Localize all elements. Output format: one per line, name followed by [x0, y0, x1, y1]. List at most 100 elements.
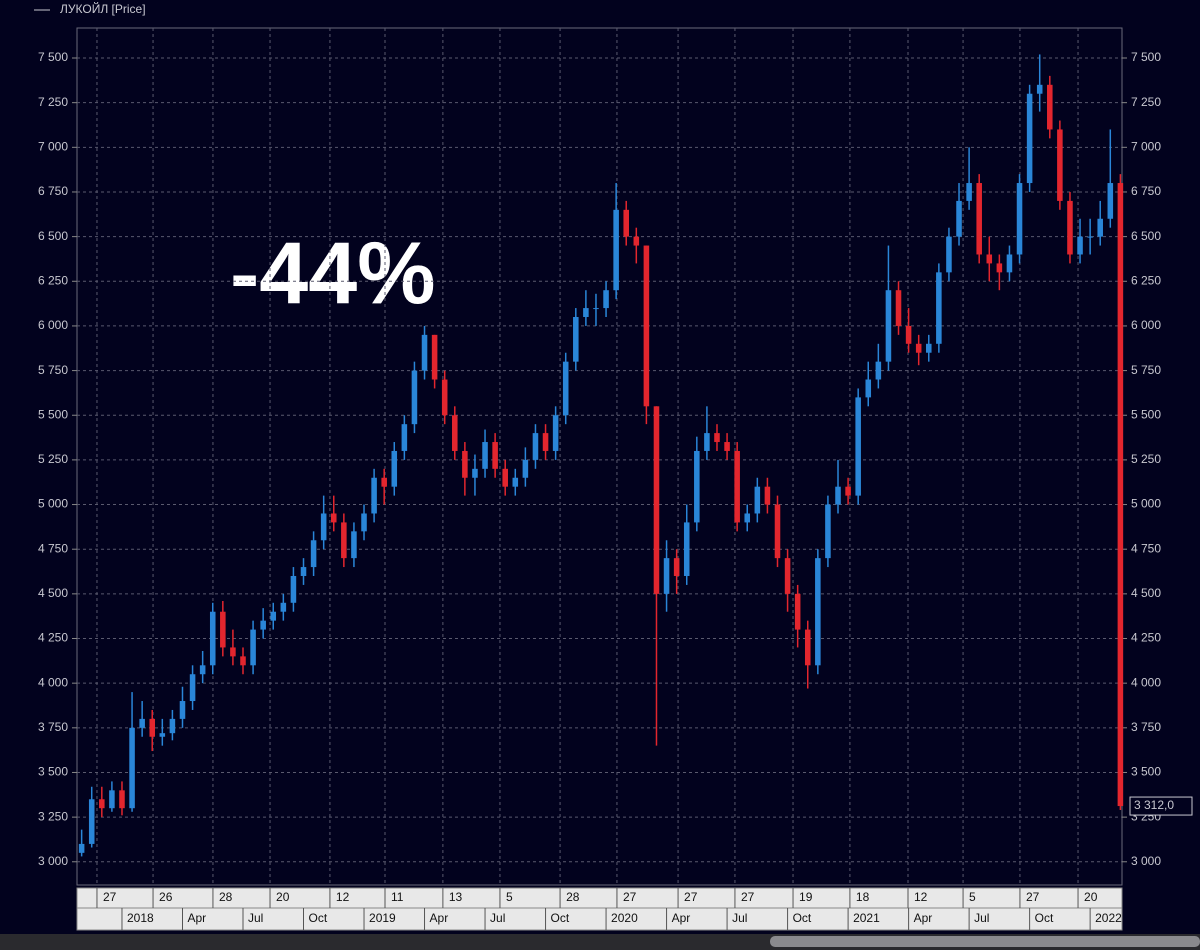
- candle-body: [431, 334, 438, 380]
- candle-body: [220, 611, 226, 648]
- candle-body: [532, 433, 539, 460]
- candle-body: [492, 442, 498, 469]
- candle-body: [351, 531, 357, 559]
- candle-body: [1006, 254, 1013, 273]
- candle-body: [683, 522, 690, 576]
- x-tick-label: 13: [449, 890, 463, 904]
- y-tick-label: 3 500: [1131, 765, 1161, 779]
- candle-body: [421, 334, 428, 371]
- y-tick-label: 6 250: [1131, 273, 1161, 287]
- candle-body: [1036, 84, 1043, 94]
- x-tick-label: 18: [856, 890, 870, 904]
- candle-body: [804, 629, 811, 666]
- candle-body: [1117, 183, 1124, 807]
- x-period-label: 2018: [127, 911, 154, 925]
- candle-body: [875, 361, 882, 380]
- candle-body: [542, 433, 549, 451]
- candle-body: [441, 379, 448, 416]
- x-tick-label: 27: [623, 890, 637, 904]
- candle-body: [623, 209, 629, 237]
- x-tick-label: 5: [969, 890, 976, 904]
- candle-body: [976, 183, 982, 255]
- y-tick-label: 7 000: [1131, 139, 1161, 153]
- scrollbar-thumb[interactable]: [770, 936, 1200, 947]
- candle-body: [270, 611, 277, 621]
- x-period-label: Jul: [974, 911, 989, 925]
- x-tick-label: 12: [336, 890, 350, 904]
- candle-body: [754, 486, 761, 514]
- y-tick-label: 5 500: [1131, 407, 1161, 421]
- candle-body: [562, 361, 569, 416]
- last-price-label: 3 312,0: [1134, 798, 1174, 812]
- y-tick-label: 7 250: [38, 95, 68, 109]
- candle-body: [512, 477, 519, 487]
- candle-body: [139, 718, 145, 728]
- candle-body: [915, 343, 922, 353]
- candle-body: [361, 513, 367, 532]
- candle-body: [199, 665, 206, 675]
- x-period-label: 2020: [611, 911, 638, 925]
- candle-body: [411, 370, 418, 425]
- candle-body: [250, 629, 256, 666]
- candle-body: [502, 468, 508, 487]
- y-tick-label: 4 000: [38, 675, 68, 689]
- x-tick-label: 27: [1026, 890, 1040, 904]
- candle-body: [522, 459, 529, 478]
- candle-body: [946, 236, 952, 273]
- y-tick-label: 4 500: [1131, 586, 1161, 600]
- candle-body: [663, 558, 670, 594]
- x-tick-label: 27: [103, 890, 117, 904]
- x-tick-label: 12: [914, 890, 928, 904]
- candle-body: [179, 701, 186, 719]
- candle-body: [119, 790, 125, 809]
- y-tick-label: 4 750: [38, 541, 68, 555]
- candle-body: [290, 575, 297, 603]
- y-tick-label: 3 750: [1131, 720, 1161, 734]
- y-tick-label: 7 000: [38, 139, 68, 153]
- x-period-label: Apr: [672, 911, 691, 925]
- candle-body: [1016, 183, 1023, 255]
- candle-body: [653, 406, 660, 594]
- candle-body: [996, 263, 1003, 273]
- y-tick-label: 3 250: [38, 809, 68, 823]
- candle-body: [734, 450, 740, 523]
- x-period-label: 2019: [369, 911, 396, 925]
- candle-body: [401, 424, 408, 451]
- candle-body: [462, 450, 468, 478]
- y-tick-label: 5 500: [38, 407, 68, 421]
- candle-body: [784, 558, 791, 594]
- candle-body: [905, 325, 912, 344]
- y-tick-label: 5 750: [1131, 363, 1161, 377]
- candle-body: [1087, 236, 1093, 238]
- y-tick-label: 4 250: [38, 631, 68, 645]
- y-tick-label: 7 500: [1131, 50, 1161, 64]
- candle-body: [774, 504, 781, 559]
- candle-body: [895, 290, 902, 326]
- y-tick-label: 3 750: [38, 720, 68, 734]
- x-tick-label: 19: [799, 890, 813, 904]
- x-period-label: Jul: [732, 911, 747, 925]
- candle-body: [724, 442, 730, 451]
- candle-body: [371, 477, 377, 514]
- y-tick-label: 4 750: [1131, 541, 1161, 555]
- candle-body: [794, 593, 801, 630]
- x-period-label: Apr: [187, 911, 206, 925]
- candle-body: [391, 450, 398, 487]
- candle-body: [240, 656, 246, 666]
- x-axis-panel: [76, 887, 1123, 931]
- y-tick-label: 6 750: [38, 184, 68, 198]
- x-period-label: 2021: [853, 911, 880, 925]
- y-tick-label: 7 250: [1131, 95, 1161, 109]
- candle-body: [149, 718, 156, 737]
- candle-body: [643, 245, 650, 407]
- candle-body: [613, 209, 619, 291]
- candle-body: [633, 236, 640, 246]
- candle-body: [825, 504, 831, 559]
- candle-body: [482, 442, 488, 469]
- candle-body: [815, 558, 821, 666]
- candle-body: [744, 513, 751, 523]
- x-tick-label: 20: [1084, 890, 1098, 904]
- candle-body: [583, 308, 589, 318]
